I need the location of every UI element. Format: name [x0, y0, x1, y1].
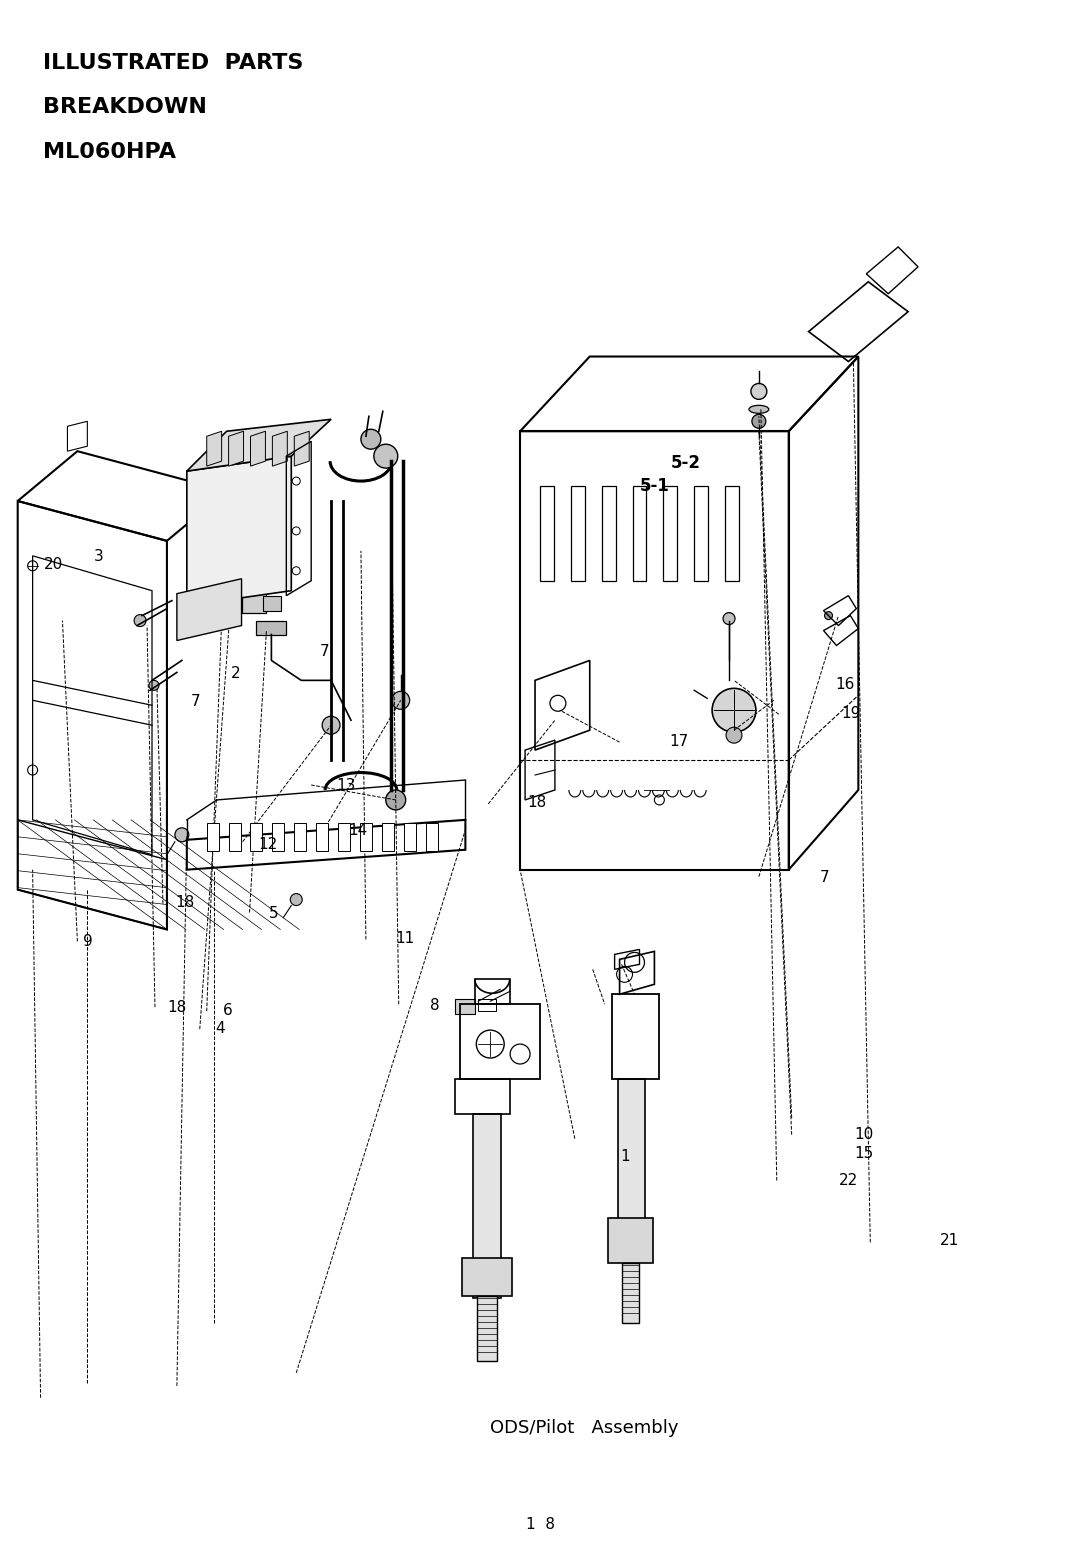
Circle shape: [824, 612, 833, 620]
Text: 3: 3: [94, 549, 104, 563]
Text: 11: 11: [395, 931, 415, 945]
Bar: [462, 1258, 512, 1296]
Circle shape: [291, 894, 302, 906]
Text: 8: 8: [431, 998, 440, 1013]
Text: 18: 18: [527, 795, 546, 811]
Text: 5-1: 5-1: [640, 477, 670, 495]
Bar: [725, 487, 739, 581]
Bar: [272, 823, 284, 851]
Bar: [264, 596, 281, 610]
Bar: [633, 487, 647, 581]
Polygon shape: [206, 432, 221, 466]
Bar: [663, 487, 677, 581]
Text: 5-2: 5-2: [671, 454, 701, 471]
Circle shape: [374, 444, 397, 468]
Text: 13: 13: [336, 778, 355, 793]
Circle shape: [361, 429, 381, 449]
Polygon shape: [177, 579, 242, 640]
Circle shape: [752, 415, 766, 429]
Bar: [338, 823, 350, 851]
Text: BREAKDOWN: BREAKDOWN: [42, 97, 206, 117]
Bar: [316, 823, 328, 851]
Bar: [404, 823, 416, 851]
Circle shape: [386, 790, 406, 811]
Text: 12: 12: [258, 837, 278, 853]
Text: 7: 7: [820, 870, 829, 886]
Bar: [229, 823, 241, 851]
Text: 20: 20: [43, 557, 63, 571]
Text: 9: 9: [83, 934, 93, 948]
Bar: [478, 998, 496, 1011]
Text: 1: 1: [621, 1149, 631, 1164]
Text: 7: 7: [320, 645, 329, 659]
Bar: [242, 590, 267, 612]
Circle shape: [175, 828, 189, 842]
Text: 7: 7: [191, 693, 201, 709]
Text: ODS/Pilot   Assembly: ODS/Pilot Assembly: [490, 1419, 678, 1437]
Circle shape: [751, 383, 767, 399]
Text: 5: 5: [269, 906, 279, 920]
Text: 18: 18: [167, 1000, 187, 1014]
Polygon shape: [251, 432, 266, 466]
Text: 17: 17: [669, 734, 688, 750]
Text: 6: 6: [224, 1003, 233, 1017]
Bar: [294, 823, 307, 851]
Bar: [256, 621, 286, 634]
Text: 19: 19: [841, 706, 860, 721]
Ellipse shape: [748, 405, 769, 413]
Text: 18: 18: [176, 895, 195, 911]
Circle shape: [712, 689, 756, 732]
Circle shape: [149, 681, 159, 690]
Circle shape: [322, 717, 340, 734]
Bar: [382, 823, 394, 851]
Text: 1  8: 1 8: [526, 1518, 554, 1532]
Circle shape: [392, 692, 409, 709]
Text: 16: 16: [836, 676, 855, 692]
Bar: [694, 487, 708, 581]
Circle shape: [723, 612, 735, 624]
Text: 2: 2: [230, 665, 240, 681]
Bar: [618, 1078, 646, 1254]
Bar: [251, 823, 262, 851]
Bar: [608, 1219, 653, 1263]
Bar: [426, 823, 437, 851]
Bar: [360, 823, 372, 851]
Circle shape: [726, 728, 742, 743]
Polygon shape: [294, 432, 309, 466]
Polygon shape: [272, 432, 287, 466]
Bar: [540, 487, 554, 581]
Polygon shape: [229, 432, 243, 466]
Text: 10: 10: [854, 1127, 874, 1142]
Bar: [477, 1296, 497, 1362]
Text: ML060HPA: ML060HPA: [42, 142, 176, 163]
Bar: [602, 487, 616, 581]
Polygon shape: [187, 455, 292, 606]
Polygon shape: [187, 419, 332, 471]
Text: 21: 21: [940, 1233, 959, 1249]
Circle shape: [134, 615, 146, 626]
Text: 22: 22: [839, 1172, 858, 1188]
Bar: [473, 1114, 501, 1297]
Text: 14: 14: [349, 823, 368, 839]
Bar: [206, 823, 218, 851]
Bar: [571, 487, 584, 581]
Text: 15: 15: [854, 1146, 874, 1161]
Text: ILLUSTRATED  PARTS: ILLUSTRATED PARTS: [42, 53, 303, 72]
Text: 4: 4: [216, 1022, 225, 1036]
Bar: [622, 1263, 639, 1322]
Bar: [456, 998, 475, 1014]
